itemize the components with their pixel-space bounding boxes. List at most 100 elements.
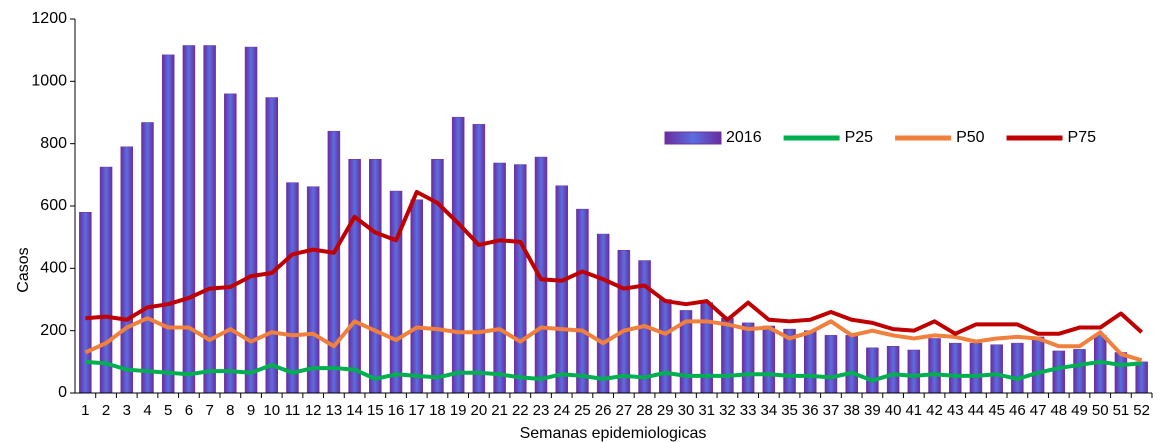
x-tick-label: 32 (719, 402, 736, 419)
y-tick-label: 1000 (31, 73, 67, 90)
x-tick-label: 48 (1050, 402, 1067, 419)
line (85, 189, 1143, 336)
x-tick-label: 20 (471, 402, 488, 419)
x-tick-label: 22 (512, 402, 529, 419)
bar (990, 344, 1003, 394)
bar (700, 302, 713, 394)
x-tick-label: 37 (823, 402, 840, 419)
x-tick-label: 52 (1133, 402, 1150, 419)
y-tick-label: 1200 (31, 10, 67, 27)
bar (472, 124, 486, 394)
x-tick-label: 34 (760, 402, 777, 419)
x-tick-label: 40 (885, 402, 902, 419)
bar (555, 185, 568, 394)
x-tick-label: 28 (636, 402, 653, 419)
bar (596, 233, 610, 394)
bar (576, 208, 589, 394)
bar (741, 322, 755, 394)
bar (182, 45, 196, 394)
x-tick-label: 35 (781, 402, 798, 419)
bar (431, 159, 444, 394)
bar (617, 250, 631, 394)
bar (969, 342, 983, 394)
bar (99, 166, 113, 394)
bar (265, 97, 279, 394)
bar (389, 190, 403, 394)
x-tick-label: 9 (247, 402, 255, 419)
legend-label: P75 (1068, 129, 1097, 146)
y-axis-label: Casos (15, 247, 32, 292)
legend-label: 2016 (726, 129, 762, 146)
bar (948, 342, 962, 394)
x-tick-label: 27 (616, 402, 633, 419)
line (84, 316, 1143, 363)
y-tick-label: 400 (40, 260, 67, 277)
bar (845, 335, 858, 394)
bar (120, 146, 134, 394)
bar (224, 93, 237, 394)
x-tick-label: 23 (533, 402, 550, 419)
x-tick-label: 24 (553, 402, 570, 419)
bar (824, 335, 838, 394)
x-tick-label: 15 (367, 402, 384, 419)
x-tick-label: 8 (226, 402, 234, 419)
legend: 2016 P25 P50 P75 (664, 129, 1097, 146)
x-tick-label: 25 (574, 402, 591, 419)
x-tick-label: 26 (595, 402, 612, 419)
x-tick-label: 39 (864, 402, 881, 419)
x-tick-label: 49 (1071, 402, 1088, 419)
y-tick-label: 200 (40, 322, 67, 339)
x-tick-label: 11 (285, 402, 301, 419)
x-tick-label: 50 (1092, 402, 1109, 419)
x-tick-label: 36 (802, 402, 819, 419)
x-tick-label: 42 (926, 402, 943, 419)
x-tick-label: 7 (205, 402, 213, 419)
legend-swatch (664, 131, 722, 145)
bar (451, 116, 465, 394)
x-tick-label: 17 (408, 402, 425, 419)
bar (928, 338, 941, 394)
x-tick-label: 2 (102, 402, 110, 419)
bar (1052, 350, 1066, 394)
x-tick-label: 21 (491, 402, 508, 419)
bar (1031, 336, 1045, 394)
x-tick-label: 41 (905, 402, 922, 419)
x-tick-label: 1 (81, 402, 89, 419)
x-tick-label: 47 (1030, 402, 1047, 419)
bar (1073, 349, 1086, 394)
bar (79, 211, 92, 394)
x-tick-label: 46 (1009, 402, 1026, 419)
legend-label: P25 (845, 129, 874, 146)
bar (1011, 342, 1024, 394)
bar (161, 54, 175, 394)
bar (721, 317, 734, 394)
bar (493, 162, 506, 394)
x-tick-label: 4 (143, 402, 151, 419)
y-tick-label: 800 (40, 135, 67, 152)
bar (804, 330, 817, 394)
x-tick-label: 16 (388, 402, 405, 419)
bar (286, 182, 299, 394)
x-tick-label: 45 (988, 402, 1005, 419)
x-tick-label: 44 (968, 402, 985, 419)
x-tick-label: 3 (123, 402, 131, 419)
x-tick-label: 31 (698, 402, 715, 419)
bar (306, 186, 320, 394)
x-tick-label: 29 (657, 402, 674, 419)
x-tick-label: 18 (429, 402, 446, 419)
bar (410, 199, 423, 394)
bar (1114, 352, 1128, 394)
bar (907, 349, 921, 394)
bar (327, 130, 341, 394)
x-tick-label: 33 (740, 402, 757, 419)
x-tick-label: 6 (185, 402, 193, 419)
x-tick-label: 30 (678, 402, 695, 419)
bar (866, 347, 879, 394)
x-tick-label: 43 (947, 402, 964, 419)
y-tick-label: 0 (58, 384, 67, 401)
line (85, 359, 1142, 383)
x-tick-label: 38 (843, 402, 860, 419)
x-axis-label: Semanas epidemiologicas (520, 425, 707, 442)
legend-label: P50 (956, 129, 985, 146)
